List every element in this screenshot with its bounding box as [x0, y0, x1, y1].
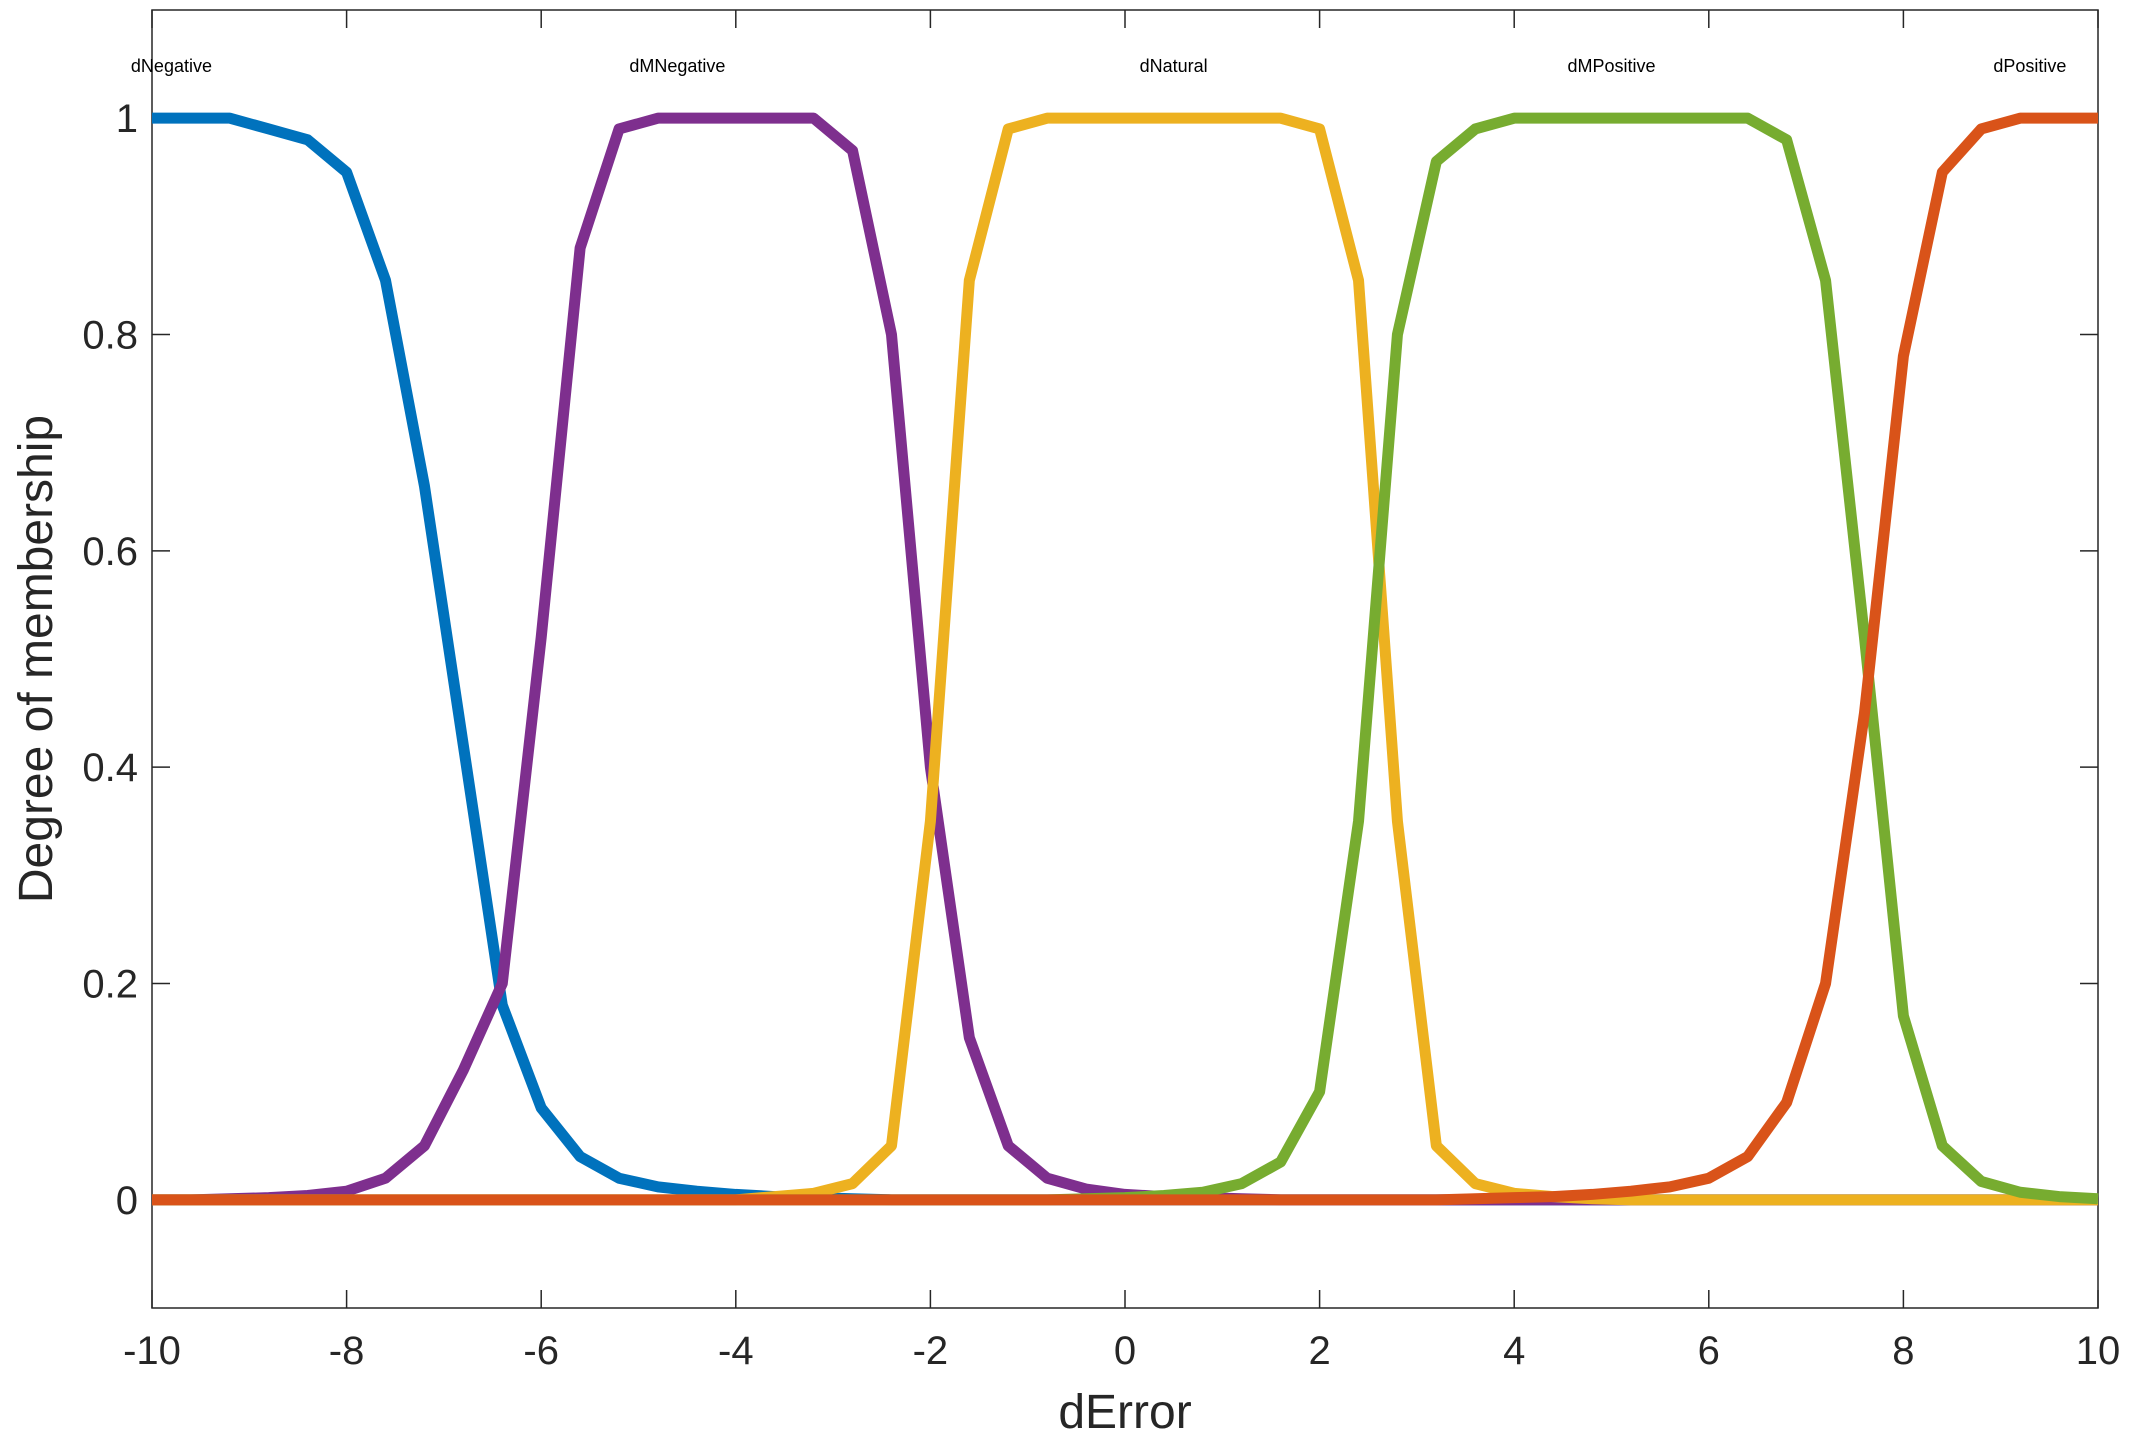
series-label-dNatural: dNatural	[1140, 56, 1208, 76]
y-tick-label: 0.2	[82, 963, 138, 1007]
x-tick-labels: -10 -8 -6 -4 -2 0 2 4 6 8 10	[123, 1329, 2120, 1373]
x-tick-label: 6	[1698, 1329, 1720, 1373]
series-label-dMNegative: dMNegative	[629, 56, 725, 76]
series-lines	[152, 112, 2099, 1206]
series-label-dMPositive: dMPositive	[1567, 56, 1655, 76]
x-tick-label: 2	[1308, 1329, 1330, 1373]
y-tick-label: 1	[116, 97, 138, 141]
x-tick-label: -2	[913, 1329, 949, 1373]
series-line-dPositive	[152, 112, 2098, 1206]
plot-area	[151, 9, 2099, 1309]
x-tick-label: 4	[1503, 1329, 1525, 1373]
y-tick-label: 0	[116, 1179, 138, 1223]
series-label-dNegative: dNegative	[131, 56, 212, 76]
x-axis-label: dError	[1058, 1386, 1191, 1432]
x-tick-label: -8	[329, 1329, 365, 1373]
series-labels: dNegative dMNegative dNatural dMPositive dPo…	[131, 56, 2066, 76]
series-label-dPositive: dPositive	[1993, 56, 2066, 76]
y-tick-label: 0.8	[82, 314, 138, 358]
y-tick-label: 0.6	[82, 530, 138, 574]
x-tick-label: 10	[2076, 1329, 2121, 1373]
x-tick-label: -10	[123, 1329, 181, 1373]
y-tick-labels: 0 0.2 0.4 0.6 0.8 1	[82, 97, 138, 1223]
x-tick-label: 8	[1892, 1329, 1914, 1373]
y-axis-label: Degree of membership	[10, 415, 63, 903]
x-tick-label: -6	[523, 1329, 559, 1373]
y-tick-label: 0.4	[82, 746, 138, 790]
x-tick-label: -4	[718, 1329, 754, 1373]
x-tick-label: 0	[1114, 1329, 1136, 1373]
